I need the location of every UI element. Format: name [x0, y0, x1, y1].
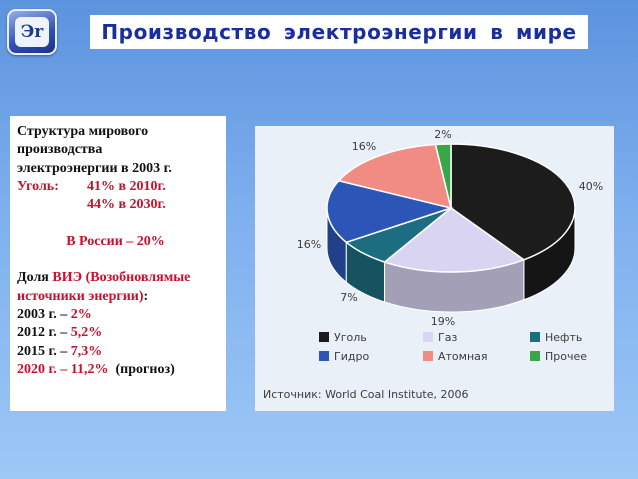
legend-swatch-Атомная — [423, 351, 433, 361]
info-text-box: Структура мирового производства электроэ… — [10, 116, 226, 411]
legend-swatch-Нефть — [530, 332, 540, 342]
pie-label-Гидро: 16% — [297, 238, 321, 251]
pie-label-Уголь: 40% — [579, 180, 603, 193]
pie-label-Газ: 19% — [431, 315, 455, 328]
legend-label-Нефть: Нефть — [545, 331, 582, 344]
res-2003: 2003 г. – 2% — [17, 306, 92, 322]
legend-label-Газ: Газ — [438, 331, 457, 344]
res-2012: 2012 г. – 5,2% — [17, 325, 103, 341]
info-line-3: электроэнергии в 2003 г. — [17, 160, 172, 176]
coal-forecast-2030: 44% в 2030г. — [17, 196, 226, 214]
res-2015: 2015 г. – 7,3% — [17, 343, 103, 359]
pie-slice-Газ — [383, 207, 526, 273]
coal-forecast-2010: Уголь: 41% в 2010г. — [17, 178, 226, 196]
coal-2030-value: 44% в 2030г. — [87, 197, 166, 213]
legend-swatch-Уголь — [319, 332, 329, 342]
pie-slice-Атомная — [337, 143, 453, 210]
legend-label-Гидро: Гидро — [334, 350, 369, 363]
legend-label-Уголь: Уголь — [334, 331, 367, 344]
pie-chart: 40% 19% 7% 16% 16% 2% Уголь Газ Нефть Гидро Атомна… — [263, 128, 603, 401]
coal-label: Уголь: — [17, 178, 59, 194]
pie-chart-panel: 40% 19% 7% 16% 16% 2% Уголь Газ Нефть Гидро Атомна… — [255, 126, 614, 411]
chart-source: Источник: World Coal Institute, 2006 — [263, 388, 469, 401]
legend-swatch-Газ — [423, 332, 433, 342]
res-heading-line1: Доля ВИЭ (Возобновлямые — [17, 270, 191, 286]
legend-swatch-Гидро — [319, 351, 329, 361]
info-line-1: Структура мирового — [17, 124, 149, 139]
pie-label-Нефть: 7% — [340, 291, 357, 304]
logo-text: Эr — [15, 17, 49, 47]
logo: Эr — [7, 9, 57, 55]
pie-label-Атомная: 16% — [352, 140, 376, 153]
pie-slice-Прочее — [434, 143, 452, 209]
legend-label-Атомная: Атомная — [438, 350, 488, 363]
legend-swatch-Прочее — [530, 351, 540, 361]
legend-label-Прочее: Прочее — [545, 350, 587, 363]
pie-slice-Уголь — [450, 143, 576, 261]
res-heading-line2: источники энергии): — [17, 288, 149, 304]
pie-slice-Гидро — [326, 179, 454, 244]
title-bar: Производство электроэнергии в мире — [90, 15, 588, 49]
res-2020: 2020 г. – 11,2% (прогноз) — [17, 361, 175, 377]
coal-2010-value: 41% в 2010г. — [87, 178, 166, 194]
info-line-2: производства — [17, 142, 103, 158]
pie-label-Прочее: 2% — [434, 128, 451, 141]
russia-share: В России – 20% — [66, 233, 165, 249]
page-title: Производство электроэнергии в мире — [101, 20, 577, 44]
res-abbr: ВИЭ — [52, 270, 83, 286]
